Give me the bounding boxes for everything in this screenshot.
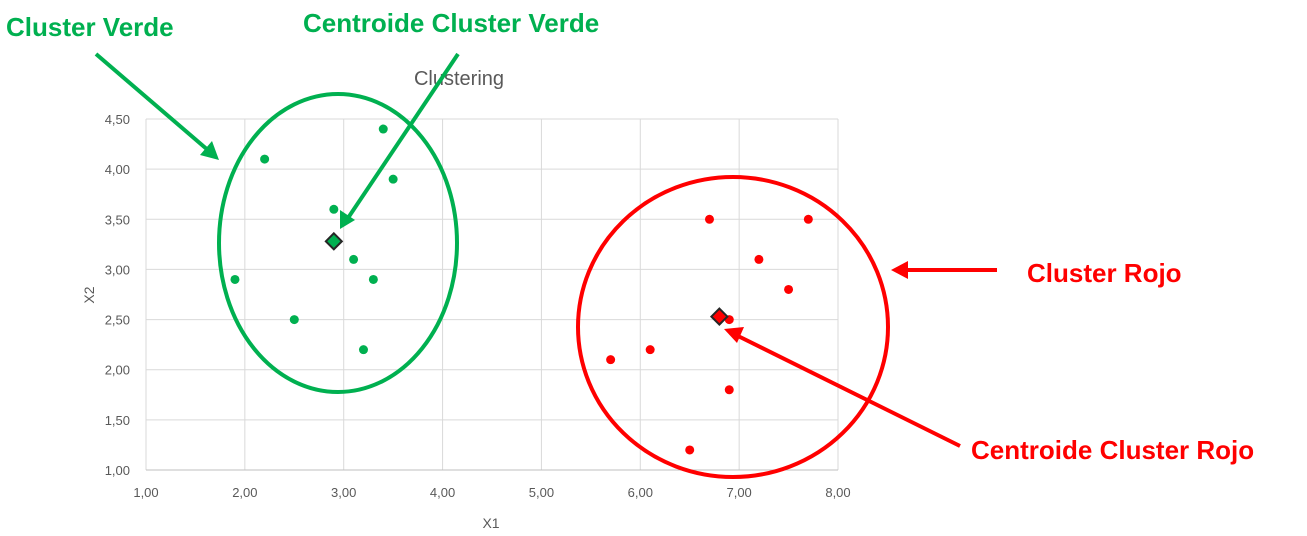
- y-tick-label: 2,50: [105, 313, 130, 328]
- red-centroid-arrowhead: [724, 327, 744, 343]
- red-cluster-arrowhead: [891, 261, 908, 279]
- data-point: [388, 174, 398, 184]
- data-point: [606, 355, 616, 365]
- green-centroid-arrow: [346, 52, 460, 220]
- green-cluster-ellipse: [217, 92, 459, 394]
- data-point: [754, 254, 764, 264]
- x-tick-label: 4,00: [430, 485, 455, 500]
- red-cluster-label: Cluster Rojo: [1027, 258, 1182, 288]
- y-tick-label: 1,00: [105, 463, 130, 478]
- x-axis-title: X1: [482, 515, 499, 531]
- data-point: [645, 345, 655, 355]
- data-point: [368, 274, 378, 284]
- red-cluster-ellipse: [576, 175, 890, 479]
- data-point: [724, 385, 734, 395]
- data-point: [289, 315, 299, 325]
- y-axis-title: X2: [81, 286, 97, 303]
- x-tick-label: 7,00: [726, 485, 751, 500]
- green-cluster-label: Cluster Verde: [6, 12, 174, 42]
- data-point: [230, 274, 240, 284]
- green-centroid-arrowhead: [340, 210, 355, 229]
- x-tick-label: 2,00: [232, 485, 257, 500]
- data-point: [358, 345, 368, 355]
- green-centroid-label: Centroide Cluster Verde: [303, 8, 599, 38]
- tick-labels: 1,00 2,00 3,00 4,00 5,00 6,00 7,00 8,00 1,00 1,50…: [105, 112, 851, 500]
- y-tick-label: 4,50: [105, 112, 130, 127]
- data-point: [260, 154, 270, 164]
- data-point: [803, 214, 813, 224]
- data-point: [378, 124, 388, 134]
- data-point: [685, 445, 695, 455]
- x-tick-label: 6,00: [628, 485, 653, 500]
- y-tick-label: 3,00: [105, 262, 130, 277]
- y-tick-label: 1,50: [105, 413, 130, 428]
- y-tick-label: 2,00: [105, 363, 130, 378]
- y-tick-label: 4,00: [105, 162, 130, 177]
- x-tick-label: 3,00: [331, 485, 356, 500]
- x-tick-label: 8,00: [825, 485, 850, 500]
- green-cluster-arrow: [94, 52, 211, 153]
- data-point: [329, 204, 339, 214]
- data-point: [349, 254, 359, 264]
- data-point: [784, 284, 794, 294]
- centroid-marker: [709, 307, 729, 326]
- data-point: [704, 214, 714, 224]
- chart-title: Clustering: [414, 68, 504, 90]
- red-centroid-arrow: [735, 333, 961, 448]
- centroid-marker: [324, 231, 344, 251]
- x-tick-label: 5,00: [529, 485, 554, 500]
- y-tick-label: 3,50: [105, 212, 130, 227]
- x-tick-label: 1,00: [133, 485, 158, 500]
- data-points: [230, 124, 813, 455]
- red-centroid-label: Centroide Cluster Rojo: [971, 435, 1254, 465]
- green-cluster-arrowhead: [200, 141, 219, 160]
- grid-lines: [145, 118, 839, 471]
- annotations: Cluster Verde Centroide Cluster Verde Cl…: [6, 8, 1254, 479]
